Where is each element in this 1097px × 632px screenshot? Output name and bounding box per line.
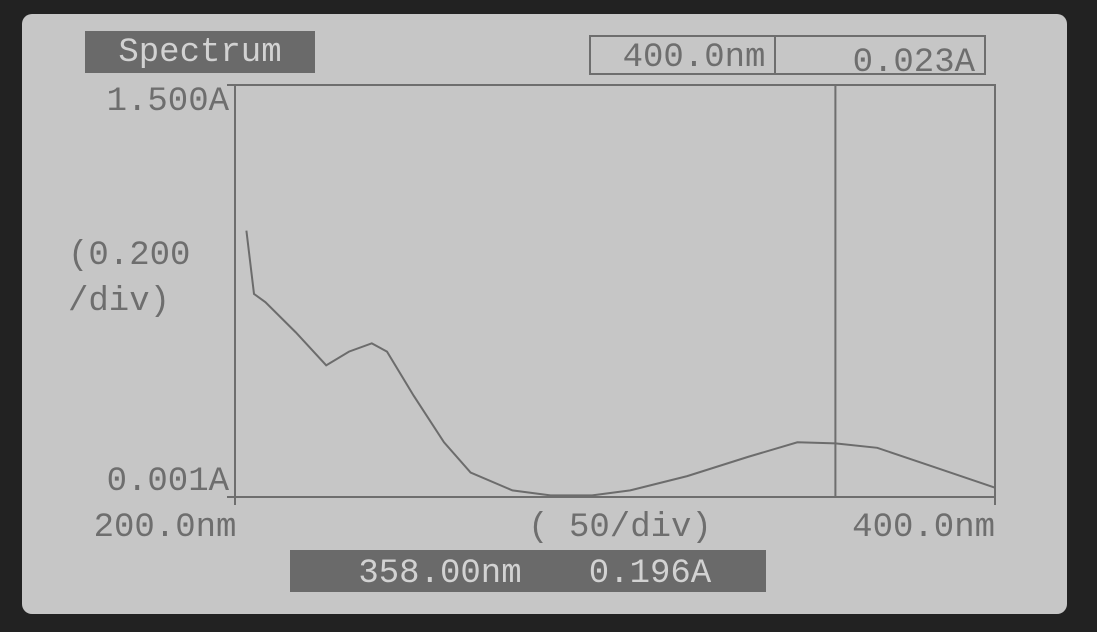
y-tick-label: 1.500A [107, 83, 230, 121]
x-tick-label: 400.0nm [852, 509, 995, 547]
y-scale-note-line: /div) [68, 283, 170, 321]
cursor-absorbance: 0.023A [853, 44, 976, 82]
x-scale-note: ( 50/div) [528, 509, 712, 547]
screen-photo: Spectrum 400.0nm 0.023A 358.00nm 0.196A … [0, 0, 1097, 632]
y-tick-label: 0.001A [107, 463, 230, 501]
x-tick-label: 200.0nm [94, 509, 237, 547]
screen-title: Spectrum [118, 34, 281, 72]
status-absorbance: 0.196A [589, 555, 712, 593]
cursor-wavelength: 400.0nm [623, 39, 766, 77]
status-wavelength: 358.00nm [358, 555, 521, 593]
y-scale-note-line: (0.200 [68, 237, 190, 275]
